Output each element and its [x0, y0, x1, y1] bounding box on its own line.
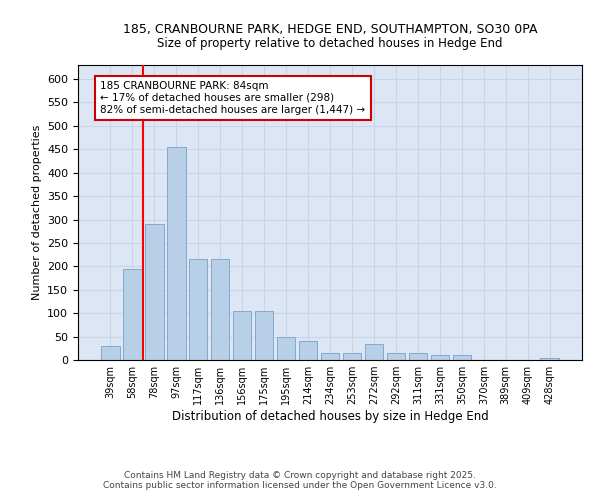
Bar [233, 311, 251, 360]
Bar [431, 356, 449, 360]
Text: Size of property relative to detached houses in Hedge End: Size of property relative to detached ho… [157, 38, 503, 51]
Text: 185 CRANBOURNE PARK: 84sqm
← 17% of detached houses are smaller (298)
82% of sem: 185 CRANBOURNE PARK: 84sqm ← 17% of deta… [100, 82, 365, 114]
Bar [145, 224, 164, 360]
Bar [189, 260, 208, 360]
X-axis label: Distribution of detached houses by size in Hedge End: Distribution of detached houses by size … [172, 410, 488, 423]
Bar [541, 358, 559, 360]
Bar [343, 353, 361, 360]
Bar [167, 147, 185, 360]
Bar [299, 342, 317, 360]
Text: 185, CRANBOURNE PARK, HEDGE END, SOUTHAMPTON, SO30 0PA: 185, CRANBOURNE PARK, HEDGE END, SOUTHAM… [123, 22, 537, 36]
Bar [386, 353, 405, 360]
Bar [409, 353, 427, 360]
Bar [277, 336, 295, 360]
Bar [123, 268, 142, 360]
Bar [365, 344, 383, 360]
Bar [101, 346, 119, 360]
Y-axis label: Number of detached properties: Number of detached properties [32, 125, 41, 300]
Bar [452, 356, 471, 360]
Bar [211, 260, 229, 360]
Bar [255, 311, 274, 360]
Text: Contains HM Land Registry data © Crown copyright and database right 2025.
Contai: Contains HM Land Registry data © Crown c… [103, 470, 497, 490]
Bar [320, 353, 340, 360]
